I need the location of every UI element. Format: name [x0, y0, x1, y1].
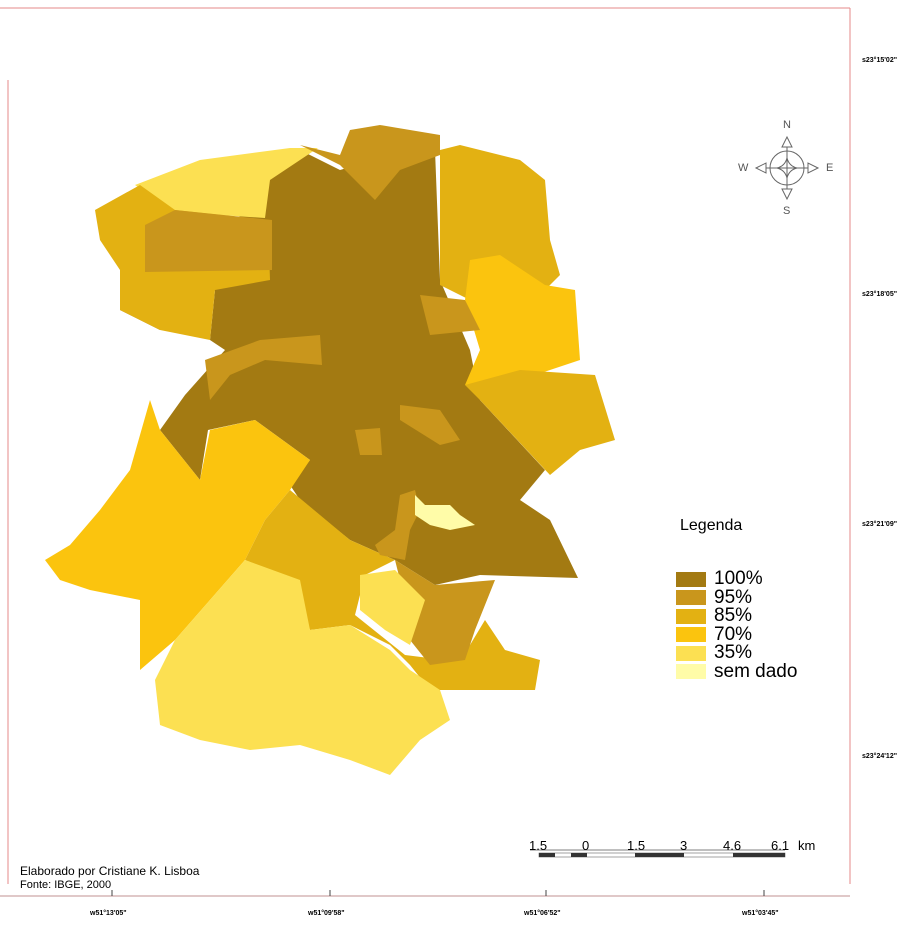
scale-bar [530, 849, 786, 858]
map-region-35pct [155, 560, 450, 775]
latitude-label: s23°24'12" [862, 753, 898, 760]
map-region-95pct [355, 428, 382, 455]
longitude-label: w51°06'52" [524, 910, 561, 917]
map-region-35pct [135, 148, 318, 218]
legend-item: sem dado [676, 660, 798, 682]
compass-rose-icon [754, 135, 820, 201]
legend-item: 95% [676, 586, 797, 608]
scale-label: 6.1 [771, 838, 790, 853]
legend-item: 85% [676, 605, 797, 627]
scale-unit: km [798, 838, 816, 853]
legend-swatch [676, 590, 706, 606]
longitude-label: w51°03'45" [742, 910, 779, 917]
legend-label: 70% [714, 623, 753, 645]
longitude-label: w51°13'05" [90, 910, 127, 917]
map-region-95pct [400, 405, 460, 445]
compass-east: E [826, 162, 834, 174]
scale-label: 0 [582, 838, 590, 853]
map-region-95pct [300, 125, 440, 200]
map-region-70pct [465, 255, 580, 385]
legend-swatch [676, 645, 706, 661]
map-region-35pct [360, 570, 425, 645]
compass-west: W [738, 162, 749, 174]
legend-label: 100% [714, 568, 763, 590]
scale-label: 1.5 [627, 838, 646, 853]
scale-label: 1.5 [529, 838, 548, 853]
author-credit: Elaborado por Cristiane K. Lisboa [20, 864, 200, 878]
legend-title: Legenda [680, 517, 743, 534]
map-region-95pct [205, 335, 322, 400]
legend-swatch [676, 664, 706, 680]
map-region-95pct [375, 490, 420, 560]
legend-item: 70% [676, 623, 797, 645]
compass-north: N [783, 119, 791, 131]
latitude-label: s23°15'02" [862, 57, 898, 64]
map-region-70pct [45, 400, 310, 670]
scale-label: 3 [680, 838, 688, 853]
legend-swatch [676, 627, 706, 643]
legend-swatch [676, 571, 706, 587]
longitude-label: w51°09'58" [308, 910, 345, 917]
map-region-85pct [245, 490, 540, 690]
map-region-95pct [420, 295, 480, 335]
legend-label: 35% [714, 642, 753, 664]
legend-label: sem dado [714, 660, 798, 682]
legend-label: 95% [714, 586, 753, 608]
legend-label: 85% [714, 605, 753, 627]
source-credit: Fonte: IBGE, 2000 [20, 879, 112, 891]
latitude-label: s23°18'05" [862, 291, 898, 298]
legend: 100% 95% 85% 70% 35% sem dado [676, 568, 798, 682]
scale-label: 4.6 [723, 838, 742, 853]
longitude-ticks [111, 890, 765, 896]
legend-item: 35% [676, 642, 797, 664]
legend-swatch [676, 608, 706, 624]
map-region-95pct [145, 210, 272, 272]
legend-item: 100% [676, 568, 797, 590]
compass-south: S [783, 205, 791, 217]
map-region-sem-dado [415, 495, 475, 530]
map-region-95pct [395, 560, 495, 665]
map-region-85pct [465, 370, 615, 475]
latitude-label: s23°21'09" [862, 521, 898, 528]
